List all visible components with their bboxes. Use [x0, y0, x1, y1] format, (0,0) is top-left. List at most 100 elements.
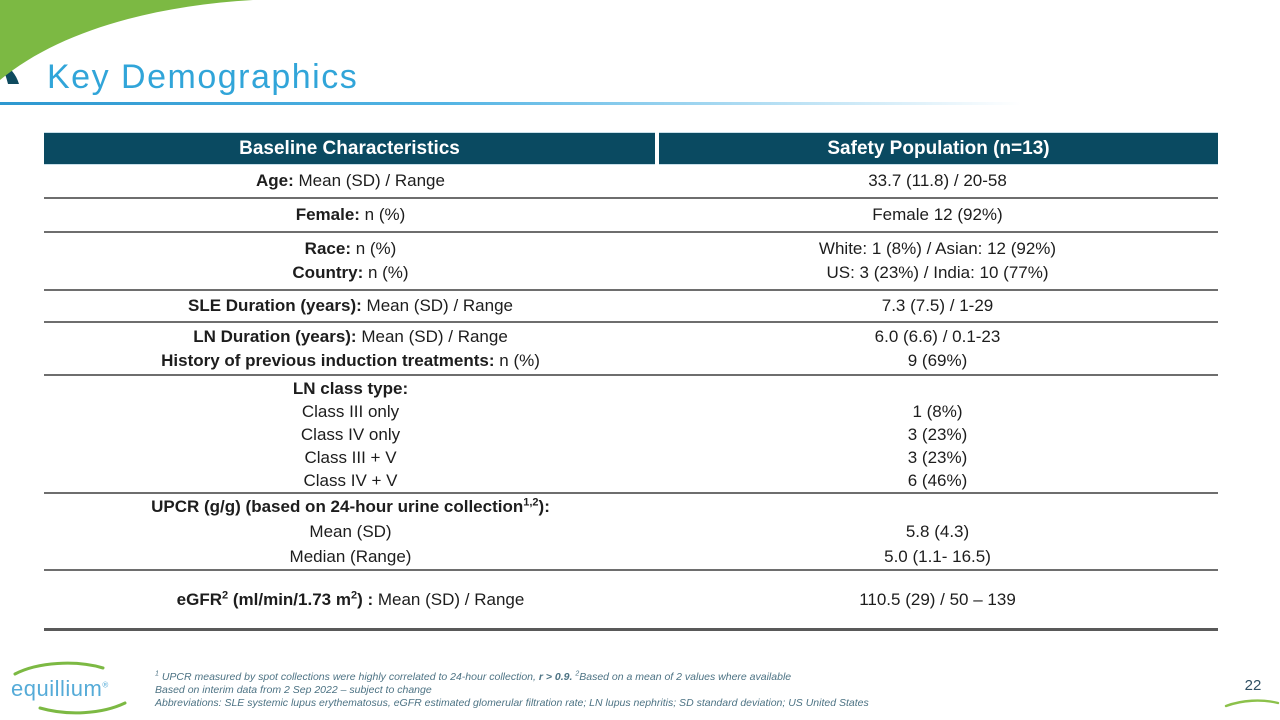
value-line: 9 (69%) [907, 350, 968, 370]
header-baseline-characteristics: Baseline Characteristics [44, 132, 655, 165]
footnote-line-3: Abbreviations: SLE systemic lupus erythe… [155, 697, 869, 709]
footnote-bold: r > 0.9. [538, 671, 576, 683]
value-line: US: 3 (23%) / India: 10 (77%) [826, 263, 1049, 282]
label-rest: Mean (SD) / Range [373, 589, 525, 609]
value-line: White: 1 (8%) / Asian: 12 (92%) [818, 239, 1057, 258]
row-value-cell: Female 12 (92%) [657, 199, 1218, 231]
label-line: Female: n (%) [44, 203, 657, 227]
value-line: 6 (46%) [907, 470, 968, 490]
label-rest: Mean (SD) / Range [356, 326, 508, 346]
label-heading: UPCR (g/g) (based on 24-hour urine colle… [44, 494, 657, 519]
label-bold: LN Duration (years): [193, 326, 357, 346]
green-swoosh-svg [0, 0, 253, 84]
label-rest: Mean (SD) / Range [361, 296, 513, 315]
label-line: History of previous induction treatments… [44, 349, 657, 373]
row-label-cell: eGFR2 (ml/min/1.73 m2) : Mean (SD) / Ran… [44, 571, 657, 628]
page-number: 22 [1244, 677, 1262, 694]
label-line: Class IV only [300, 424, 401, 444]
table-row-upcr: UPCR (g/g) (based on 24-hour urine colle… [44, 494, 1218, 571]
row-label-cell: LN Duration (years): Mean (SD) / Range H… [44, 323, 657, 374]
label-bold: Country: [292, 263, 364, 282]
spacer-line [657, 377, 1218, 400]
table-row-age: Age: Mean (SD) / Range 33.7 (11.8) / 20-… [44, 165, 1218, 199]
label-bold: Age: [256, 171, 294, 190]
label-bold: Female: [295, 205, 360, 224]
page-number-swoosh-icon [1224, 699, 1280, 708]
footnote-text: UPCR measured by spot collections were h… [158, 671, 539, 683]
table-row-sle-duration: SLE Duration (years): Mean (SD) / Range … [44, 291, 1218, 323]
label-bold: SLE Duration (years): [188, 296, 362, 315]
table-row-ln-class-type: LN class type: Class III only Class IV o… [44, 376, 1218, 494]
label-line: eGFR2 (ml/min/1.73 m2) : Mean (SD) / Ran… [44, 588, 657, 612]
value-line: 33.7 (11.8) / 20-58 [868, 171, 1007, 190]
row-label-cell: LN class type: Class III only Class IV o… [44, 376, 657, 492]
demographics-table: Baseline Characteristics Safety Populati… [44, 132, 1218, 631]
superscript: 1,2 [523, 496, 539, 509]
footnote-superscript: 1 [155, 670, 159, 678]
label-rest: Mean (SD) / Range [293, 171, 445, 190]
row-label-cell: Race: n (%) Country: n (%) [44, 233, 657, 289]
footnote-superscript: 2 [575, 670, 580, 678]
label-bold: UPCR (g/g) (based on 24-hour urine colle… [151, 497, 524, 516]
logo-arcs-icon [13, 661, 127, 715]
row-value-cell: 5.8 (4.3) 5.0 (1.1- 16.5) [657, 494, 1218, 569]
row-label-cell: UPCR (g/g) (based on 24-hour urine colle… [44, 494, 657, 569]
label-bold: ): [538, 497, 550, 516]
label-rest: n (%) [494, 350, 540, 370]
label-bold: (ml/min/1.73 m [228, 589, 351, 609]
table-row-race-country: Race: n (%) Country: n (%) White: 1 (8%)… [44, 233, 1218, 291]
footnotes: 1 UPCR measured by spot collections were… [155, 671, 1015, 710]
label-line: Class IV + V [303, 470, 398, 490]
footnote-line-1: 1 UPCR measured by spot collections were… [155, 671, 1015, 684]
row-value-cell: 1 (8%) 3 (23%) 3 (23%) 6 (46%) [657, 376, 1218, 492]
registered-mark: ® [102, 680, 109, 690]
label-heading: LN class type: [292, 378, 409, 398]
title-underline [0, 102, 1110, 105]
row-label-cell: Female: n (%) [44, 199, 657, 231]
value-line: 5.8 (4.3) [905, 522, 970, 541]
label-rest: n (%) [363, 263, 409, 282]
superscript: 2 [222, 588, 229, 601]
table-row-ln-duration: LN Duration (years): Mean (SD) / Range H… [44, 323, 1218, 376]
row-value-cell: 6.0 (6.6) / 0.1-23 9 (69%) [657, 323, 1218, 374]
label-line: Class III only [301, 401, 400, 421]
spacer-line [657, 494, 1218, 519]
header-safety-population: Safety Population (n=13) [659, 132, 1218, 165]
row-value-cell: 33.7 (11.8) / 20-58 [657, 165, 1218, 197]
label-bold: ) : [357, 589, 374, 609]
value-line: 3 (23%) [907, 447, 968, 467]
value-line: 6.0 (6.6) / 0.1-23 [874, 326, 1001, 346]
row-value-cell: 110.5 (29) / 50 – 139 [657, 571, 1218, 628]
value-line: Female 12 (92%) [872, 205, 1003, 224]
footnote-line-2: Based on interim data from 2 Sep 2022 – … [155, 684, 432, 696]
logo-text: equillium [11, 676, 103, 701]
label-line: Age: Mean (SD) / Range [44, 169, 657, 193]
label-line: LN Duration (years): Mean (SD) / Range [44, 325, 657, 349]
label-bold: Race: [304, 239, 351, 258]
value-line: 3 (23%) [907, 424, 968, 444]
label-bold: eGFR [176, 589, 223, 609]
green-swoosh-icon [0, 0, 260, 84]
logo-wordmark: equillium® [11, 676, 109, 702]
value-line: 5.0 (1.1- 16.5) [884, 547, 991, 566]
label-rest: n (%) [350, 239, 397, 258]
footnote-text: Based on a mean of 2 values where availa… [579, 671, 792, 683]
label-line: Mean (SD) [309, 522, 392, 541]
row-value-cell: 7.3 (7.5) / 1-29 [657, 291, 1218, 321]
label-line: Race: n (%) [44, 237, 657, 261]
value-line: 1 (8%) [912, 401, 963, 421]
label-line: SLE Duration (years): Mean (SD) / Range [44, 294, 657, 318]
row-label-cell: Age: Mean (SD) / Range [44, 165, 657, 197]
label-line: Country: n (%) [44, 261, 657, 285]
value-line: 7.3 (7.5) / 1-29 [881, 296, 994, 315]
table-header-row: Baseline Characteristics Safety Populati… [44, 132, 1218, 165]
label-line: Median (Range) [289, 547, 412, 566]
value-line: 110.5 (29) / 50 – 139 [859, 589, 1016, 609]
label-bold: History of previous induction treatments… [161, 350, 495, 370]
superscript: 2 [350, 588, 358, 601]
equillium-logo: equillium® [8, 660, 136, 718]
table-row-egfr: eGFR2 (ml/min/1.73 m2) : Mean (SD) / Ran… [44, 571, 1218, 631]
table-row-female: Female: n (%) Female 12 (92%) [44, 199, 1218, 233]
row-value-cell: White: 1 (8%) / Asian: 12 (92%) US: 3 (2… [657, 233, 1218, 289]
row-label-cell: SLE Duration (years): Mean (SD) / Range [44, 291, 657, 321]
